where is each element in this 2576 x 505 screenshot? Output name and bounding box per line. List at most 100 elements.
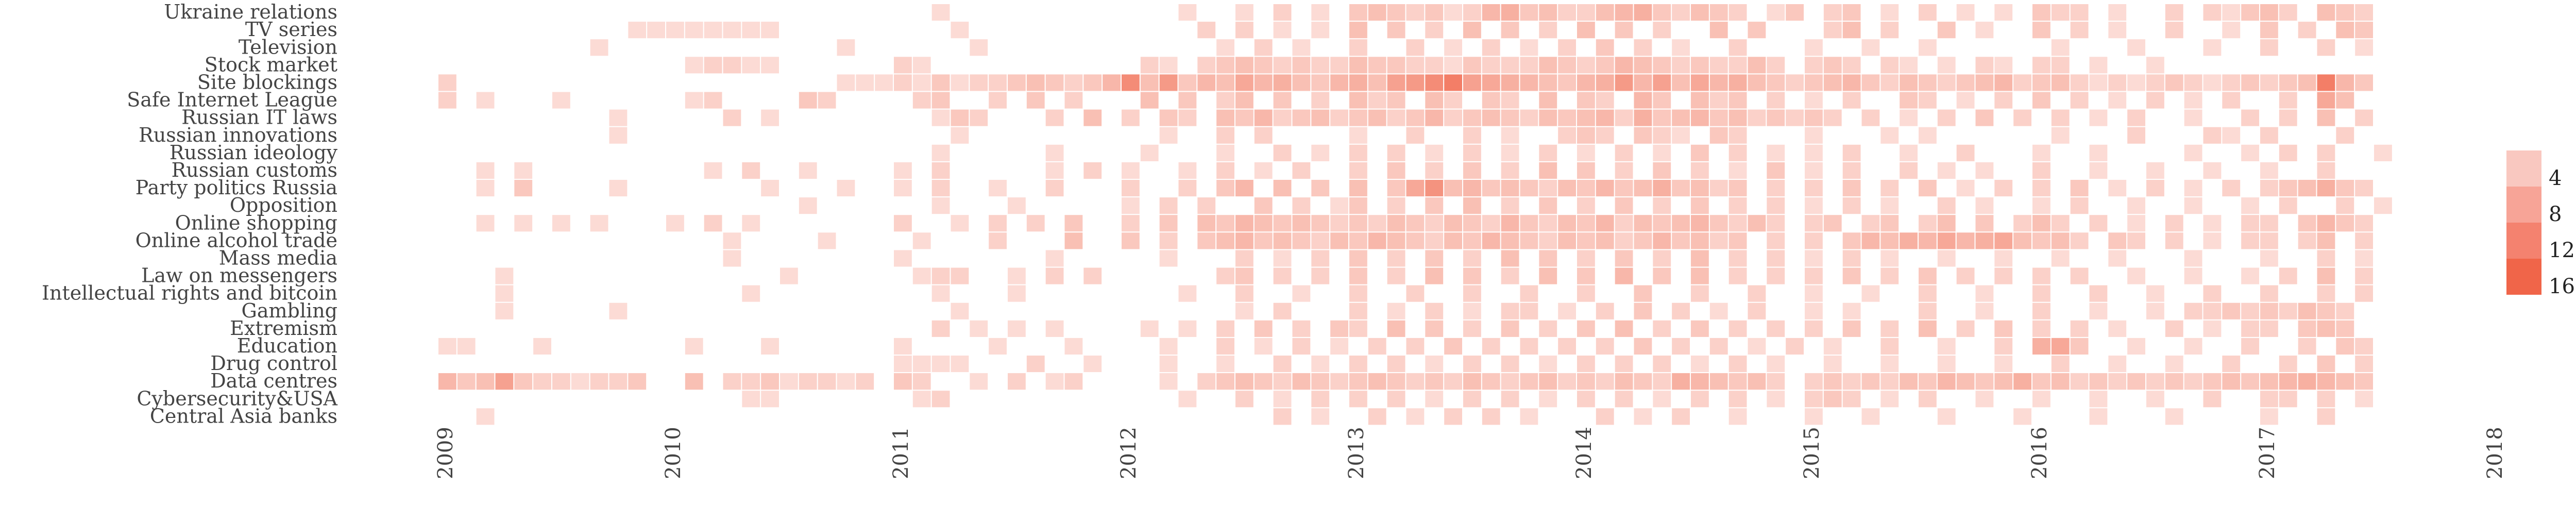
heatmap-cell (1937, 356, 1956, 373)
heatmap-cell (1463, 127, 1481, 144)
heatmap-cell (495, 302, 514, 319)
heatmap-cell (1482, 74, 1500, 91)
heatmap-cell (1178, 162, 1197, 179)
heatmap-cell (1956, 92, 1975, 109)
heatmap-cell (2127, 127, 2145, 144)
heatmap-cell (1615, 373, 1633, 390)
heatmap-cell (1482, 180, 1500, 197)
heatmap-cell (894, 250, 912, 267)
heatmap-cell (1197, 22, 1216, 39)
heatmap-cell (1577, 92, 1595, 109)
heatmap-cell (1937, 408, 1956, 425)
heatmap-cell (1501, 267, 1519, 284)
heatmap-cell (1691, 4, 1709, 21)
heatmap-cell (2317, 162, 2335, 179)
heatmap-cell (2032, 302, 2050, 319)
heatmap-cell (1615, 74, 1633, 91)
heatmap-cell (1728, 57, 1747, 74)
heatmap-cell (1425, 232, 1444, 249)
heatmap-cell (1880, 127, 1899, 144)
heatmap-cell (1425, 57, 1444, 74)
heatmap-cell (1615, 162, 1633, 179)
heatmap-cell (1994, 57, 2013, 74)
heatmap-cell (2317, 144, 2335, 161)
heatmap-cell (476, 215, 495, 232)
heatmap-cell (1311, 4, 1330, 21)
heatmap-cell (1786, 4, 1804, 21)
heatmap-cell (1083, 267, 1102, 284)
heatmap-cell (1425, 109, 1444, 126)
heatmap-cell (1197, 57, 1216, 74)
heatmap-cell (2222, 74, 2241, 91)
heatmap-cell (1975, 232, 1994, 249)
heatmap-cell (2070, 22, 2089, 39)
heatmap-cell (2089, 144, 2108, 161)
heatmap-cell (1767, 92, 1785, 109)
heatmap-cell (1691, 232, 1709, 249)
heatmap-cell (2203, 320, 2222, 337)
heatmap-cell (951, 22, 969, 39)
heatmap-cell (1975, 391, 1994, 408)
heatmap-cell (1254, 197, 1273, 214)
heatmap-cell (2355, 250, 2373, 267)
heatmap-cell (571, 373, 589, 390)
heatmap-cell (1178, 4, 1197, 21)
heatmap-cell (1691, 250, 1709, 267)
heatmap-cell (1805, 408, 1823, 425)
heatmap-cell (1387, 302, 1405, 319)
heatmap-cell (1311, 92, 1330, 109)
heatmap-cell (1482, 92, 1500, 109)
heatmap-cell (1615, 320, 1633, 337)
heatmap-cell (590, 373, 608, 390)
heatmap-cell (856, 373, 874, 390)
heatmap-cell (1520, 302, 1538, 319)
heatmap-cell (1387, 162, 1405, 179)
heatmap-cell (2184, 302, 2202, 319)
heatmap-cell (2203, 373, 2222, 390)
heatmap-cell (1254, 109, 1273, 126)
heatmap-cell (2127, 215, 2145, 232)
heatmap-cell (1577, 320, 1595, 337)
heatmap-cell (1273, 391, 1292, 408)
heatmap-cell (742, 162, 760, 179)
heatmap-cell (2165, 4, 2183, 21)
heatmap-cell (989, 215, 1007, 232)
heatmap-cell (1444, 232, 1462, 249)
heatmap-cell (723, 109, 741, 126)
heatmap-cell (2089, 408, 2108, 425)
legend-label: 4 (2549, 166, 2562, 190)
heatmap-cell (609, 127, 628, 144)
heatmap-cell (1368, 74, 1386, 91)
heatmap-cell (1709, 215, 1728, 232)
heatmap-cell (1880, 22, 1899, 39)
heatmap-cell (2108, 180, 2127, 197)
heatmap-cell (1311, 74, 1330, 91)
heatmap-cell (1823, 22, 1842, 39)
heatmap-cell (1634, 109, 1652, 126)
heatmap-cell (1197, 373, 1216, 390)
heatmap-cell (1045, 320, 1064, 337)
heatmap-cell (1994, 338, 2013, 355)
heatmap-cell (1672, 408, 1690, 425)
heatmap-cell (2127, 338, 2145, 355)
heatmap-cell (1539, 215, 1557, 232)
heatmap-cell (2184, 180, 2202, 197)
heatmap-cell (1330, 215, 1348, 232)
heatmap-cell (1482, 109, 1500, 126)
heatmap-cell (609, 109, 628, 126)
heatmap-cell (1748, 22, 1766, 39)
x-tick-label: 2009 (434, 427, 457, 479)
y-tick-label: Cybersecurity&USA (137, 387, 337, 410)
heatmap-cell (1273, 144, 1292, 161)
y-tick-label: Gambling (242, 299, 337, 322)
heatmap-cell (609, 373, 628, 390)
heatmap-cell (1672, 302, 1690, 319)
heatmap-cell (2184, 109, 2202, 126)
heatmap-cell (1975, 162, 1994, 179)
heatmap-cell (894, 180, 912, 197)
heatmap-cell (2336, 127, 2354, 144)
heatmap-cell (2070, 74, 2089, 91)
heatmap-cell (2032, 285, 2050, 302)
heatmap-cell (2032, 391, 2050, 408)
heatmap-cell (1615, 356, 1633, 373)
